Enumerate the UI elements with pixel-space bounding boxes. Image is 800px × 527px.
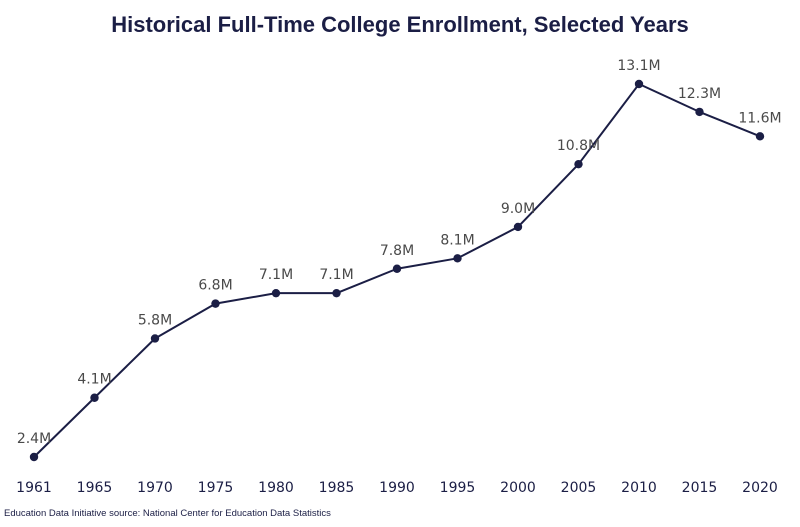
source-note: Education Data Initiative source: Nation…	[4, 508, 331, 519]
data-label-1990: 7.8M	[380, 243, 414, 259]
data-label-1980: 7.1M	[259, 267, 293, 283]
data-label-2020: 11.6M	[738, 110, 781, 126]
data-label-2005: 10.8M	[557, 138, 600, 154]
data-point-1980	[271, 288, 281, 298]
data-point-1975	[211, 299, 220, 308]
data-point-1961	[29, 452, 39, 462]
data-point-2010	[634, 79, 644, 89]
data-point-2005	[574, 159, 583, 169]
data-label-1961: 2.4M	[17, 431, 51, 447]
data-label-1975: 6.8M	[198, 278, 232, 294]
data-label-1995: 8.1M	[440, 232, 474, 248]
data-label-1970: 5.8M	[138, 312, 172, 328]
x-tick-label-1990: 1990	[379, 480, 415, 496]
x-tick-label-1985: 1985	[319, 480, 355, 496]
data-label-layer: 2.4M 4.1M 5.8M 6.8M 7.1M 7.1M 7.8M 8.1M 9.0M 10.8…	[17, 58, 782, 447]
data-point-1995	[453, 254, 462, 263]
x-tick-label-2000: 2000	[500, 480, 536, 496]
data-label-1985: 7.1M	[319, 267, 353, 283]
x-tick-label-2005: 2005	[561, 480, 597, 496]
x-tick-label-2020: 2020	[742, 480, 778, 496]
data-label-2000: 9.0M	[501, 201, 535, 217]
x-tick-label-2010: 2010	[621, 480, 657, 496]
data-point-1965	[90, 393, 99, 402]
data-point-2000	[513, 222, 523, 232]
x-tick-label-1995: 1995	[440, 480, 476, 496]
data-label-2015: 12.3M	[678, 86, 721, 102]
data-label-2010: 13.1M	[617, 58, 660, 74]
x-tick-label-2015: 2015	[682, 480, 718, 496]
x-tick-label-1975: 1975	[198, 480, 234, 496]
x-tick-label-1970: 1970	[137, 480, 173, 496]
x-tick-label-1961: 1961	[16, 480, 52, 496]
data-label-1965: 4.1M	[77, 372, 111, 388]
data-point-1985	[332, 288, 341, 298]
chart-title: Historical Full-Time College Enrollment,…	[111, 12, 689, 37]
data-point-layer	[29, 79, 765, 462]
data-point-2015	[695, 107, 704, 117]
data-point-2020	[755, 132, 765, 141]
x-axis-ticks: 1961 1965 1970 1975 1980 1985 1990 1995 2000 2005…	[16, 480, 778, 496]
data-point-1970	[150, 334, 160, 343]
data-point-1990	[392, 264, 402, 273]
x-tick-label-1965: 1965	[77, 480, 113, 496]
x-tick-label-1980: 1980	[258, 480, 294, 496]
